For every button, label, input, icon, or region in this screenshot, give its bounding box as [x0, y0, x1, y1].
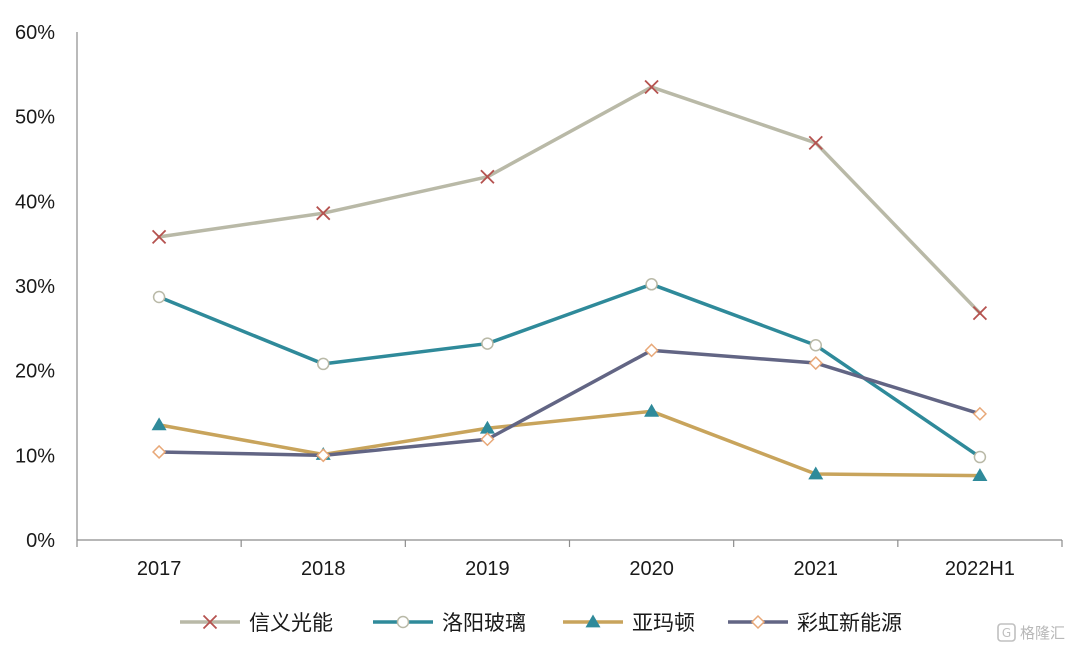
- watermark-logo-icon: [997, 623, 1016, 642]
- y-tick-label: 20%: [15, 361, 55, 383]
- data-point: [317, 357, 330, 371]
- x-tick-label: 2018: [301, 558, 346, 580]
- series-3: [152, 343, 987, 463]
- data-point: [479, 420, 495, 434]
- data-point: [808, 466, 824, 480]
- x-tick-label: 2021: [794, 558, 839, 580]
- data-point: [809, 339, 822, 352]
- legend-marker: [750, 614, 766, 630]
- x-tick-label: 2022H1: [945, 558, 1015, 580]
- watermark-logo-icon-glyph: G: [1002, 626, 1011, 640]
- data-point: [152, 444, 167, 460]
- y-tick-label: 40%: [15, 191, 55, 213]
- data-point: [152, 290, 166, 304]
- series-2: [151, 403, 988, 482]
- y-axis-ticks: 0% 10% 20% 30% 40% 50% 60%: [15, 22, 55, 552]
- data-point: [808, 135, 823, 151]
- data-point: [972, 305, 988, 321]
- y-tick-label: 0%: [26, 530, 55, 552]
- series-line: [157, 282, 982, 459]
- data-point: [316, 206, 331, 221]
- x-axis-ticks: 2017 2018 2019 2020 2021 2022H1: [137, 558, 1015, 580]
- y-tick-label: 50%: [15, 107, 55, 129]
- legend-marker: [202, 614, 218, 630]
- data-point: [480, 169, 495, 184]
- x-tick-label: 2020: [629, 558, 674, 580]
- legend-item: 彩虹新能源: [728, 611, 902, 635]
- data-point: [808, 355, 823, 371]
- legend-label: 彩虹新能源: [797, 611, 902, 635]
- data-point: [644, 343, 659, 358]
- x-tick-label: 2017: [137, 558, 182, 580]
- watermark: G 格隆汇: [997, 623, 1065, 642]
- legend-label: 洛阳玻璃: [442, 611, 526, 635]
- legend-label: 亚玛顿: [632, 611, 695, 635]
- data-point: [645, 278, 658, 291]
- data-point: [480, 432, 495, 447]
- series-0: [151, 79, 988, 321]
- data-point: [644, 79, 659, 95]
- y-tick-label: 30%: [15, 276, 55, 298]
- series-line: [157, 85, 982, 315]
- x-tick-label: 2019: [465, 558, 510, 580]
- data-point: [151, 229, 167, 245]
- y-tick-label: 60%: [15, 22, 55, 44]
- data-point: [151, 417, 167, 431]
- legend-item: 亚玛顿: [563, 611, 695, 635]
- data-point: [972, 468, 988, 482]
- data-point: [316, 448, 331, 463]
- series-1: [152, 278, 987, 464]
- legend-marker: [585, 614, 601, 628]
- series-line: [157, 348, 982, 458]
- data-point: [644, 403, 660, 417]
- legend-label: 信义光能: [249, 611, 333, 635]
- watermark-text: 格隆汇: [1020, 624, 1065, 642]
- data-point: [972, 406, 987, 421]
- legend-item: 信义光能: [180, 611, 333, 635]
- legend-marker: [396, 615, 410, 629]
- series-line: [157, 409, 982, 478]
- data-point: [973, 450, 987, 464]
- legend-item: 洛阳玻璃: [373, 611, 526, 635]
- axes: [76, 32, 1063, 547]
- y-tick-label: 10%: [15, 445, 55, 467]
- series-layer: [151, 79, 988, 482]
- legend: 信义光能 洛阳玻璃 亚玛顿 彩虹新能源: [180, 611, 902, 635]
- data-point: [481, 337, 494, 350]
